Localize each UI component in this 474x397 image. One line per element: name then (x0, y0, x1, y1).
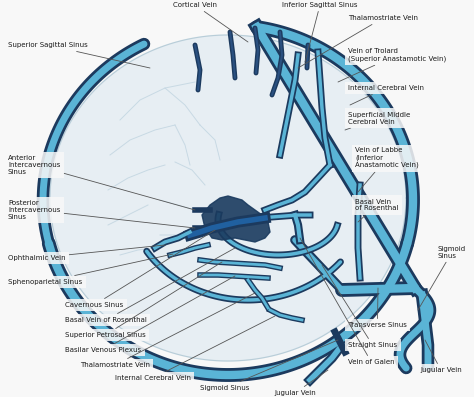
Polygon shape (50, 35, 406, 361)
Text: Anterior
Intercavernous
Sinus: Anterior Intercavernous Sinus (8, 155, 195, 210)
Text: Internal Cerebral Vein: Internal Cerebral Vein (115, 316, 275, 381)
Text: Transverse Sinus: Transverse Sinus (348, 288, 407, 328)
Text: Jugular Vein: Jugular Vein (420, 340, 462, 373)
Text: Cavernous Sinus: Cavernous Sinus (65, 230, 215, 308)
Text: Sigmoid Sinus: Sigmoid Sinus (200, 340, 338, 391)
Text: Thalamostriate Vein: Thalamostriate Vein (298, 15, 418, 68)
Text: Sphenoparietal Sinus: Sphenoparietal Sinus (8, 254, 173, 285)
Text: Vein of Labbe
(Inferior
Anastamotic Vein): Vein of Labbe (Inferior Anastamotic Vein… (355, 148, 419, 192)
Text: Straight Sinus: Straight Sinus (322, 265, 397, 348)
Text: Ophthalmic Vein: Ophthalmic Vein (8, 245, 165, 261)
Text: Superior Petrosal Sinus: Superior Petrosal Sinus (65, 262, 222, 338)
Text: Vein of Trolard
(Superior Anastamotic Vein): Vein of Trolard (Superior Anastamotic Ve… (338, 48, 446, 82)
Text: Basal Vein of Rosenthal: Basal Vein of Rosenthal (65, 248, 235, 323)
Text: Posterior
Intercavernous
Sinus: Posterior Intercavernous Sinus (8, 200, 195, 228)
Text: Superior Sagittal Sinus: Superior Sagittal Sinus (8, 42, 150, 68)
Text: Vein of Galen: Vein of Galen (300, 238, 395, 365)
Text: Internal Cerebral Vein: Internal Cerebral Vein (348, 85, 424, 105)
Text: Sigmoid
Sinus: Sigmoid Sinus (418, 245, 466, 310)
Text: Jugular Vein: Jugular Vein (274, 370, 328, 396)
Text: Inferior Sagittal Sinus: Inferior Sagittal Sinus (282, 2, 358, 62)
Text: Thalamostriate Vein: Thalamostriate Vein (80, 293, 255, 368)
Text: Basilar Venous Plexus: Basilar Venous Plexus (65, 276, 235, 353)
Polygon shape (202, 196, 270, 242)
Text: Cortical Vein: Cortical Vein (173, 2, 248, 42)
Text: Basal Vein
of Rosenthal: Basal Vein of Rosenthal (355, 198, 399, 222)
Text: Superficial Middle
Cerebral Vein: Superficial Middle Cerebral Vein (345, 112, 410, 130)
